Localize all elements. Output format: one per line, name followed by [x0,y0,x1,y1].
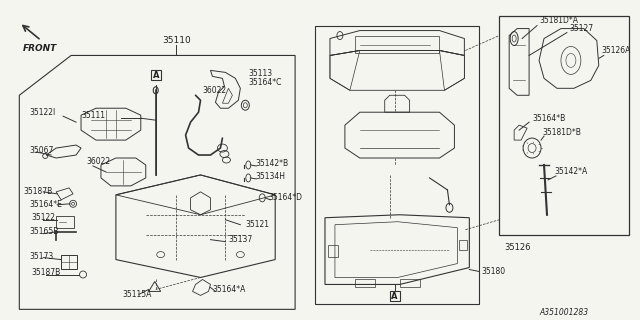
Text: 35173: 35173 [29,252,54,261]
Text: 35142*B: 35142*B [255,159,289,169]
Bar [355,279,375,287]
Text: 35164*C: 35164*C [248,78,282,87]
Text: 35134H: 35134H [255,172,285,181]
Text: 35137: 35137 [228,235,253,244]
Bar [390,292,399,301]
Bar [328,244,338,257]
Text: 35164*D: 35164*D [268,193,302,202]
Text: 35126A: 35126A [602,46,631,55]
Text: 35164*E: 35164*E [29,200,62,209]
Text: 35113: 35113 [248,69,273,78]
Text: 35181D*A: 35181D*A [539,16,578,25]
Bar [399,279,420,287]
Text: 35121: 35121 [245,220,269,229]
Text: A: A [392,292,398,301]
Text: 35187B: 35187B [23,188,52,196]
Bar [460,240,467,250]
Text: 36022: 36022 [86,157,110,166]
Text: 36022: 36022 [202,86,227,95]
Text: A351001283: A351001283 [540,308,589,317]
Text: 35164*B: 35164*B [532,114,565,123]
Text: 35165B: 35165B [29,227,59,236]
Bar [56,216,74,228]
Text: 35180: 35180 [481,267,506,276]
Bar [151,70,161,80]
Text: A: A [152,71,159,80]
Text: 35110: 35110 [163,36,191,45]
Text: FRONT: FRONT [23,44,58,53]
Bar [355,36,440,53]
Text: 35122: 35122 [31,213,55,222]
Text: 35181D*B: 35181D*B [542,128,581,137]
Text: 35111: 35111 [81,111,105,120]
Text: 35122I: 35122I [29,108,56,117]
Text: 35164*A: 35164*A [212,285,246,294]
Text: 35142*A: 35142*A [554,167,588,176]
Text: 35127: 35127 [569,24,593,33]
Text: 35115A: 35115A [123,290,152,299]
Bar [61,255,77,268]
Text: 35187B: 35187B [31,268,61,277]
Text: 35126: 35126 [504,243,531,252]
Text: 35067: 35067 [29,146,54,155]
